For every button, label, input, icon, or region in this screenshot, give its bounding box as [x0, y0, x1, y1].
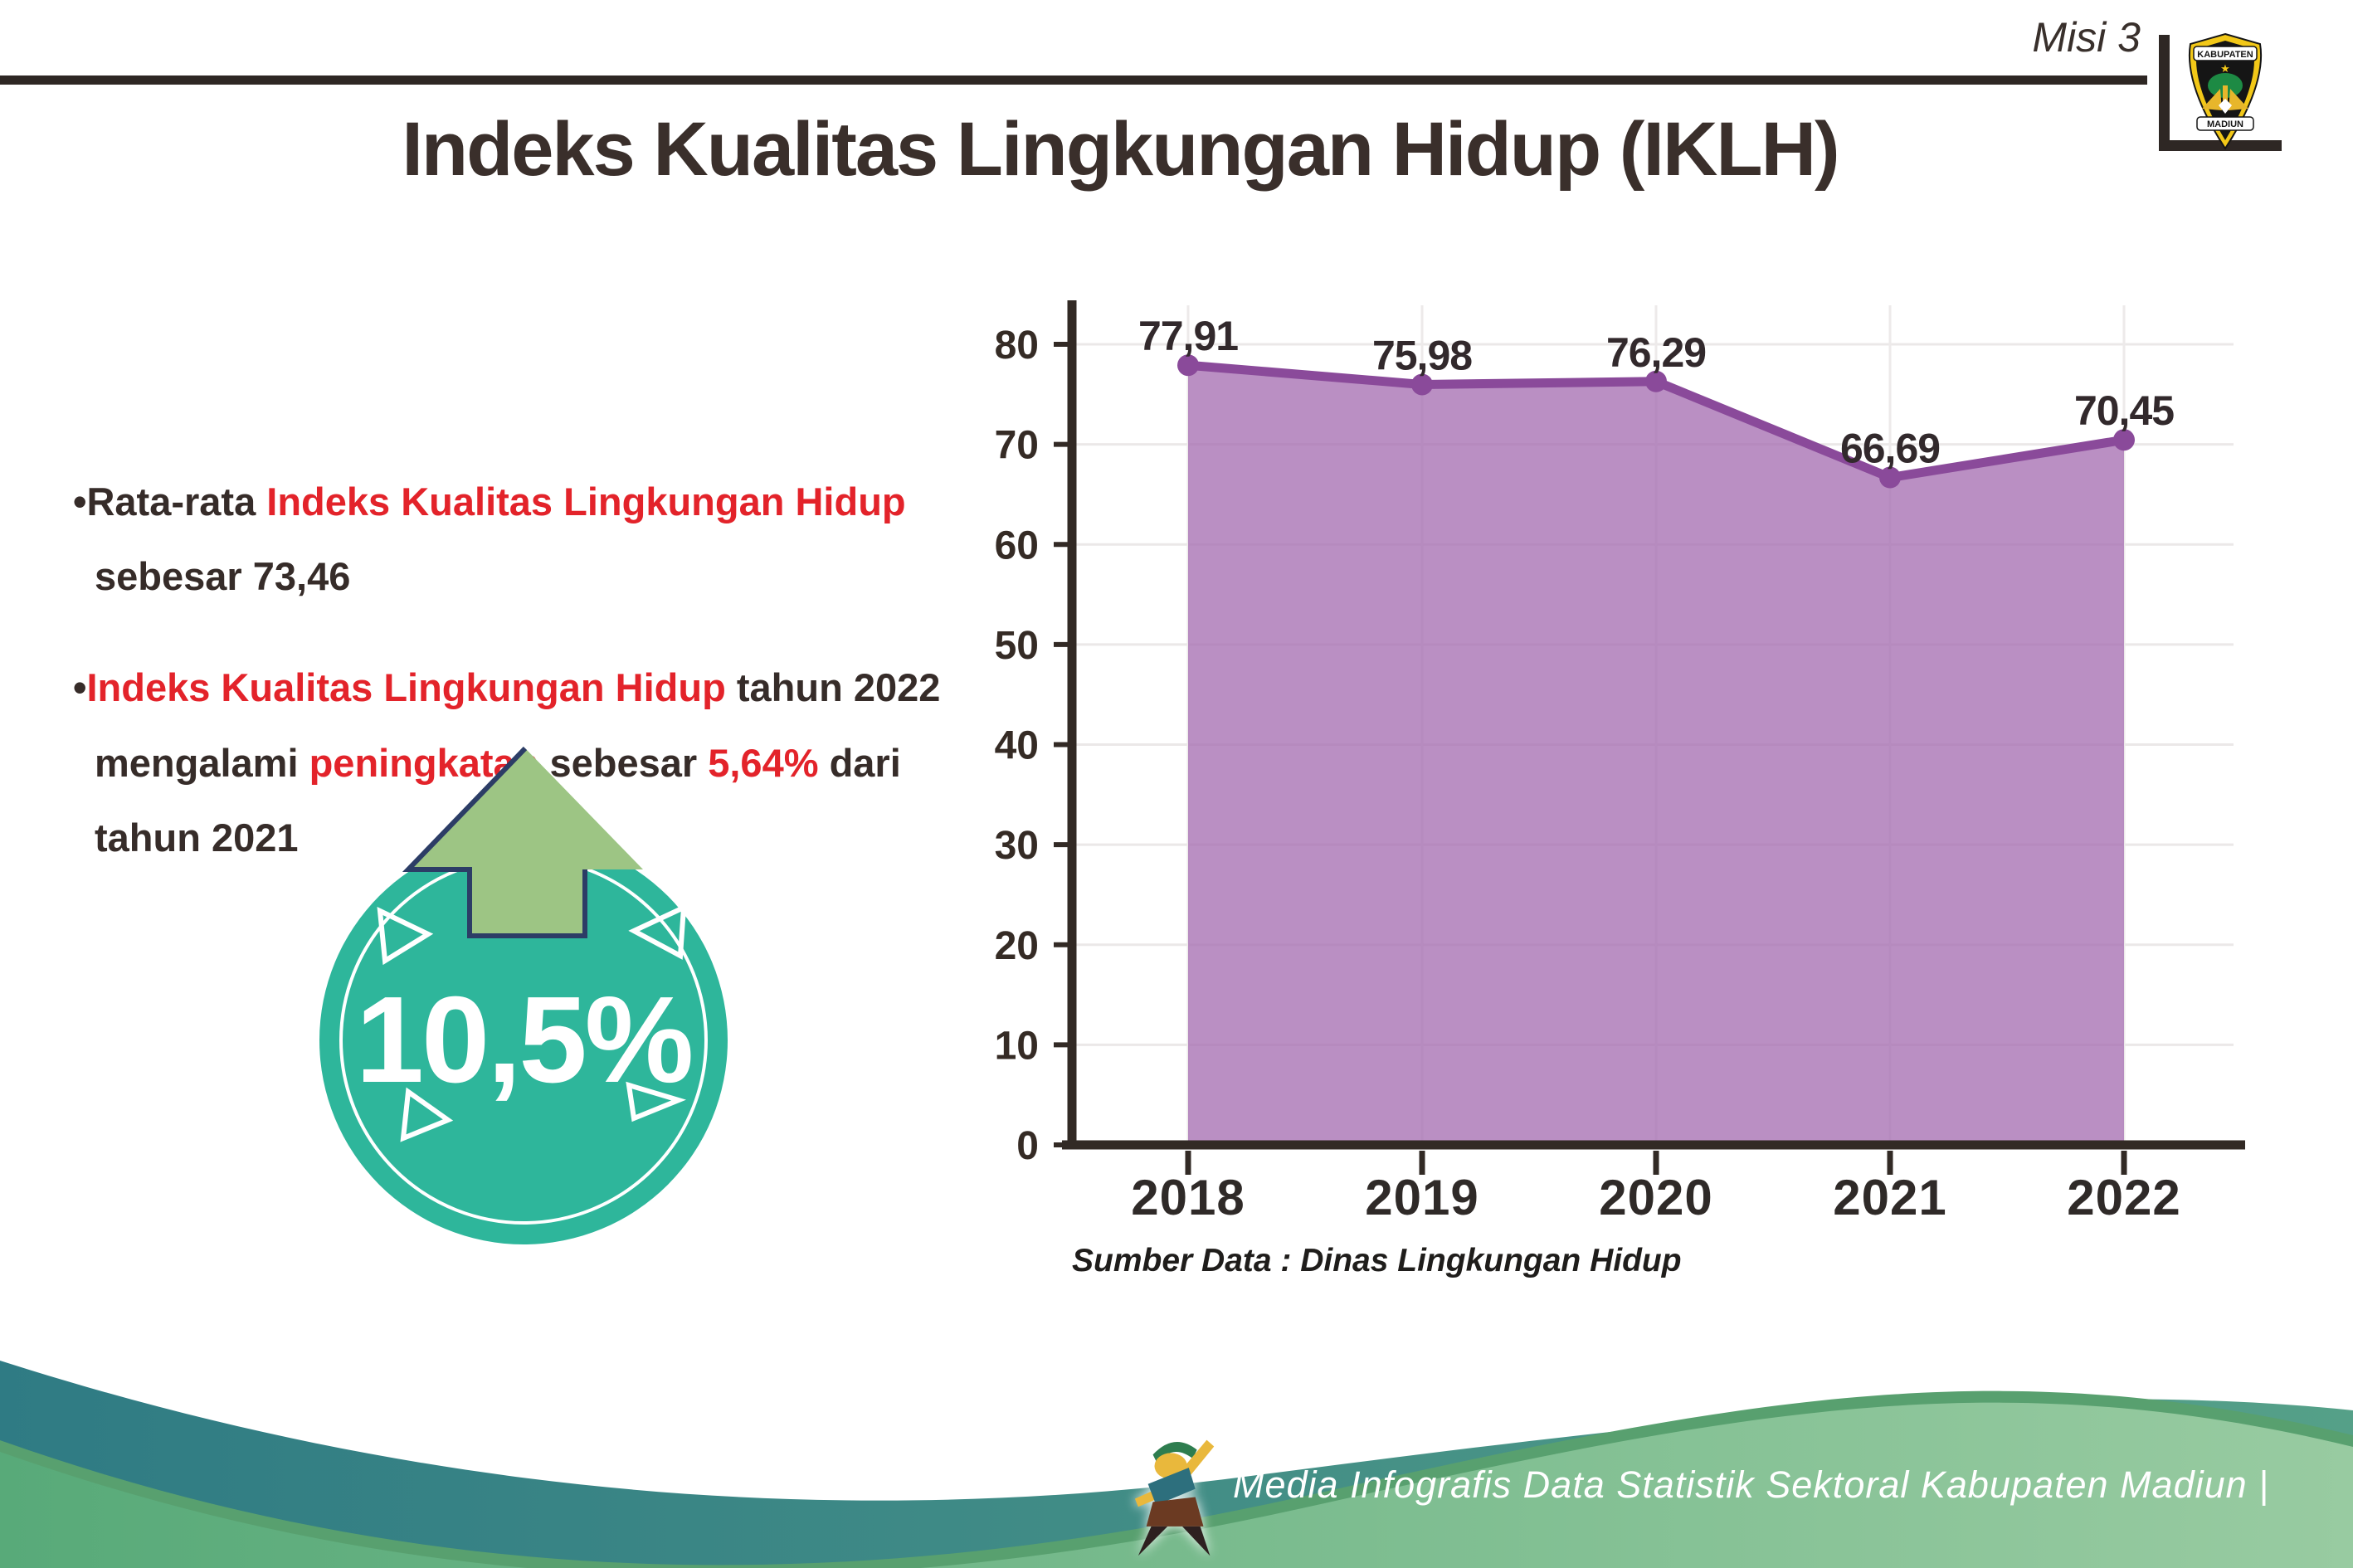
- mascot-leg-left: [1138, 1526, 1168, 1556]
- mascot-skirt: [1146, 1497, 1204, 1527]
- x-tick-label: 2021: [1833, 1170, 1946, 1225]
- bullet-text: tahun 2021: [95, 815, 299, 859]
- logo-top-ribbon: [2193, 46, 2258, 61]
- bullet-line: •Rata-rata Indeks Kualitas Lingkungan Hi…: [73, 465, 961, 539]
- logo-wing-right: [2229, 89, 2248, 110]
- bullet-dot: •: [73, 480, 87, 523]
- logo-bottom-ribbon: [2196, 116, 2254, 131]
- bullet-iklh-increase: •Indeks Kualitas Lingkungan Hidup tahun …: [73, 650, 961, 875]
- bullet-text: sebesar: [538, 740, 709, 785]
- sparkle-triangle-icon: [377, 906, 434, 966]
- bullet-text: dari: [818, 740, 901, 785]
- kabupaten-madiun-logo: KABUPATEN ★ MADIUN: [2188, 32, 2263, 150]
- y-tick-label: 30: [995, 824, 1039, 868]
- bullet-line: sebesar 73,46: [95, 539, 961, 614]
- y-tick-label: 20: [995, 924, 1039, 968]
- iklh-area-chart: 0 10 20 30 40 50 60 70 80 2018 2019 2020 2021 2022 77,…: [995, 300, 2245, 1225]
- bullet-text: sebesar 73,46: [95, 554, 351, 599]
- bullet-line: tahun 2021: [95, 801, 961, 875]
- sparkle-triangle-icon: [626, 1081, 687, 1122]
- bullet-text: Rata-rata: [86, 480, 267, 523]
- arrow-up-icon: [408, 748, 643, 936]
- bullet-highlight: Indeks Kualitas Lingkungan Hidup: [86, 665, 726, 710]
- mascot-logo-icon: [1134, 1439, 1215, 1556]
- logo-tree-trunk: [2223, 85, 2228, 105]
- misi-label: Misi 3: [2032, 14, 2141, 61]
- footer-credit: Media Infografis Data Statistik Sektoral…: [1233, 1463, 2269, 1506]
- arrow-outline: [402, 746, 587, 938]
- data-source-note: Sumber Data : Dinas Lingkungan Hidup: [1072, 1243, 1682, 1278]
- bullet-highlight: Indeks Kualitas Lingkungan Hidup: [266, 480, 906, 523]
- mascot-cap: [1152, 1441, 1197, 1463]
- data-point: [1411, 373, 1433, 396]
- bullet-dot: •: [73, 665, 87, 710]
- sparkle-triangle-icon: [400, 1087, 454, 1142]
- data-point: [1177, 354, 1199, 377]
- area-fill: [1188, 365, 2124, 1145]
- data-label: 76,29: [1606, 329, 1706, 376]
- data-label: 77,91: [1138, 313, 1238, 359]
- mascot-arm-raised: [1180, 1439, 1215, 1478]
- data-label: 70,45: [2074, 387, 2174, 434]
- y-tick-label: 10: [995, 1024, 1039, 1068]
- wave-green: [0, 1402, 2353, 1568]
- bullet-line: •Indeks Kualitas Lingkungan Hidup tahun …: [73, 650, 961, 725]
- logo-frame-horizontal: [2159, 140, 2282, 151]
- y-tick-label: 80: [995, 324, 1039, 368]
- logo-bottom-text: MADIUN: [2207, 119, 2243, 129]
- logo-wing-left: [2202, 89, 2222, 110]
- mascot-sash: [1147, 1468, 1196, 1506]
- x-tick-label: 2019: [1365, 1170, 1479, 1225]
- mascot-leg-right: [1181, 1526, 1211, 1556]
- logo-center-diamond: [2219, 99, 2232, 114]
- logo-star-icon: ★: [2220, 62, 2230, 75]
- bullet-highlight: 5,64%: [708, 740, 819, 785]
- bullet-text: tahun 2022: [725, 665, 941, 710]
- x-tick-label: 2018: [1131, 1170, 1245, 1225]
- y-tick-label: 50: [995, 624, 1039, 668]
- sparkle-triangle-icon: [628, 903, 687, 960]
- key-findings: •Rata-rata Indeks Kualitas Lingkungan Hi…: [73, 465, 961, 875]
- y-tick-label: 0: [1016, 1124, 1039, 1168]
- x-tick-label: 2020: [1599, 1170, 1712, 1225]
- page-title: Indeks Kualitas Lingkungan Hidup (IKLH): [402, 107, 1839, 192]
- logo-frame-vertical: [2159, 35, 2170, 151]
- data-point: [1645, 370, 1667, 392]
- badge-decorations: [377, 746, 687, 1142]
- logo-top-text: KABUPATEN: [2197, 50, 2253, 60]
- y-tick-label: 40: [995, 724, 1039, 768]
- header-divider-line: [0, 75, 2147, 85]
- data-label: 66,69: [1840, 426, 1940, 472]
- x-tick-label: 2022: [2067, 1170, 2180, 1225]
- bullet-line: mengalami peningkatan sebesar 5,64% dari: [95, 726, 961, 801]
- bullet-average-iklh: •Rata-rata Indeks Kualitas Lingkungan Hi…: [73, 465, 961, 614]
- data-label: 75,98: [1372, 332, 1472, 378]
- bullet-text: mengalami: [95, 740, 309, 785]
- data-point: [2113, 429, 2135, 451]
- y-tick-label: 70: [995, 424, 1039, 468]
- y-tick-label: 60: [995, 523, 1039, 567]
- data-point: [1879, 466, 1901, 489]
- footer-waves: [0, 1361, 2353, 1568]
